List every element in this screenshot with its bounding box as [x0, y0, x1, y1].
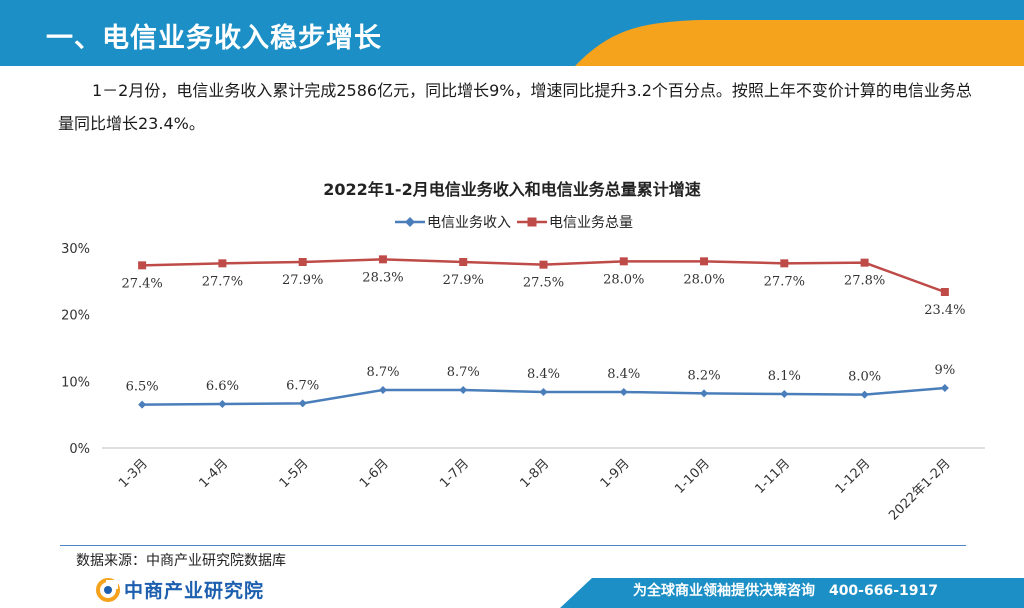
data-label-revenue: 8.2%: [688, 368, 721, 383]
data-label-revenue: 6.6%: [206, 379, 239, 394]
data-label-revenue: 8.7%: [447, 365, 480, 380]
data-point-revenue: [459, 386, 468, 394]
legend-item-revenue: 电信业务收入: [395, 212, 511, 232]
data-label-volume: 28.0%: [683, 272, 724, 287]
data-point-revenue: [378, 386, 387, 394]
data-label-revenue: 8.7%: [366, 365, 399, 380]
data-label-volume: 23.4%: [924, 303, 965, 318]
data-label-revenue: 9%: [935, 363, 956, 378]
data-label-revenue: 8.1%: [768, 369, 801, 384]
data-point-volume: [619, 257, 628, 266]
data-label-volume: 28.0%: [603, 272, 644, 287]
data-point-volume: [138, 261, 147, 270]
header-band: 一、电信业务收入稳步增长: [0, 0, 1024, 72]
data-label-volume: 27.5%: [523, 276, 564, 291]
header-background: [0, 0, 1024, 66]
legend-item-volume: 电信业务总量: [517, 212, 633, 232]
data-point-revenue: [138, 400, 147, 409]
x-tick-label: 1-9月: [598, 456, 633, 491]
footer-band: [0, 574, 1024, 608]
data-label-revenue: 8.0%: [848, 370, 881, 385]
footer-slogan: 为全球商业领袖提供决策咨询 400-666-1917: [632, 583, 938, 599]
logo-text: 中商产业研究院: [124, 580, 265, 602]
data-label-volume: 27.9%: [282, 273, 323, 288]
x-tick-label: 1-3月: [116, 456, 151, 491]
x-tick-label: 1-7月: [437, 456, 472, 491]
data-point-revenue: [780, 390, 789, 398]
data-point-revenue: [218, 400, 227, 408]
data-point-volume: [780, 259, 789, 268]
data-point-volume: [539, 260, 548, 269]
header-orange-shape: [575, 20, 1024, 66]
x-tick-label: 1-8月: [518, 456, 553, 491]
data-label-volume: 27.7%: [764, 274, 805, 289]
data-label-volume: 27.7%: [202, 274, 243, 289]
y-tick-label: 10%: [61, 375, 90, 390]
x-tick-label: 1-5月: [277, 456, 312, 491]
data-point-volume: [459, 258, 468, 266]
footer-background: [560, 578, 1024, 608]
chart-legend: 电信业务收入 电信业务总量: [395, 212, 639, 232]
data-source: 数据来源：中商产业研究院数据库: [76, 553, 286, 569]
x-tick-label: 1-6月: [357, 456, 392, 491]
legend-label-revenue: 电信业务收入: [427, 215, 511, 231]
data-point-revenue: [940, 384, 949, 392]
data-point-revenue: [860, 390, 869, 399]
footer-blue-shape: [560, 578, 1024, 608]
data-point-volume: [218, 259, 227, 268]
data-point-revenue: [539, 388, 548, 396]
data-label-revenue: 8.4%: [607, 367, 640, 382]
logo-mark-icon: [96, 577, 120, 602]
data-label-revenue: 8.4%: [527, 367, 560, 382]
data-point-volume: [860, 258, 869, 267]
data-point-revenue: [298, 399, 307, 408]
chart-title: 2022年1-2月电信业务收入和电信业务总量累计增速: [323, 180, 701, 199]
summary-paragraph: 1－2月份，电信业务收入累计完成2586亿元，同比增长9%，增速同比提升3.2个…: [58, 74, 978, 140]
data-point-volume: [298, 258, 307, 266]
legend-swatch-revenue: [395, 217, 425, 227]
y-tick-label: 0%: [69, 442, 90, 457]
data-label-revenue: 6.5%: [126, 380, 159, 395]
data-label-revenue: 6.7%: [286, 378, 319, 393]
data-label-volume: 28.3%: [362, 270, 403, 285]
summary-text: 1－2月份，电信业务收入累计完成2586亿元，同比增长9%，增速同比提升3.2个…: [58, 81, 972, 133]
data-point-volume: [940, 288, 949, 296]
y-tick-label: 30%: [61, 242, 90, 257]
x-tick-label: 1-4月: [196, 456, 231, 491]
x-tick-label: 1-12月: [833, 456, 874, 497]
source-divider: [60, 545, 966, 546]
company-logo: 中商产业研究院: [96, 576, 264, 603]
page-title: 一、电信业务收入稳步增长: [46, 23, 382, 54]
legend-swatch-volume: [517, 217, 547, 227]
data-point-volume: [378, 255, 387, 264]
x-tick-label: 1-11月: [752, 456, 793, 497]
data-label-volume: 27.8%: [844, 274, 885, 289]
data-point-revenue: [619, 388, 628, 396]
x-tick-label: 1-10月: [672, 456, 713, 497]
y-tick-label: 20%: [61, 309, 90, 324]
legend-label-volume: 电信业务总量: [549, 215, 633, 231]
data-point-volume: [700, 257, 709, 266]
data-point-revenue: [700, 389, 709, 398]
data-label-volume: 27.9%: [443, 273, 484, 288]
x-tick-label: 2022年1-2月: [886, 456, 953, 523]
data-label-volume: 27.4%: [121, 276, 162, 291]
